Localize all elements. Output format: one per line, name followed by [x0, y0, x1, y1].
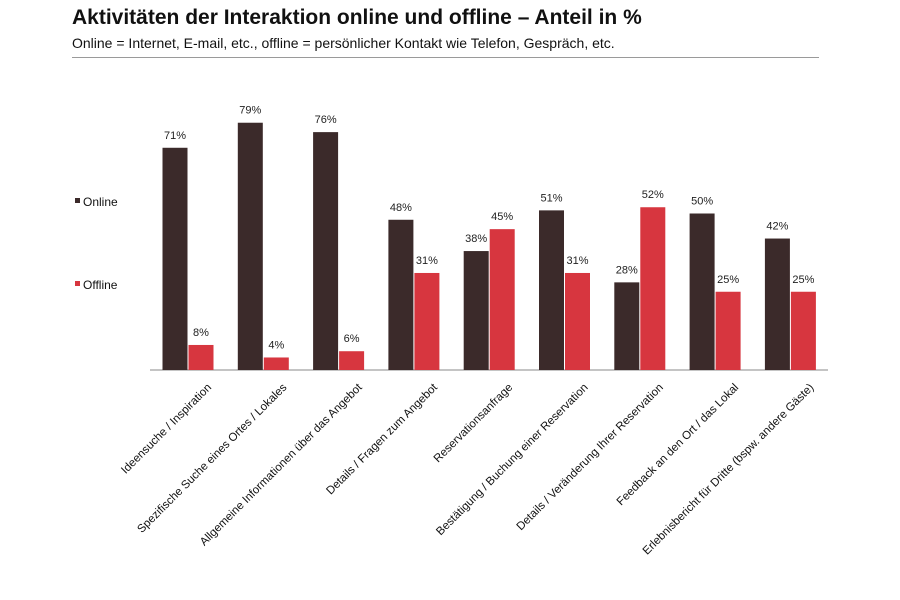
category-label: Bestätigung / Buchung einer Reservation [434, 382, 590, 538]
offline-legend-label: Offline [83, 278, 118, 292]
offline-legend-swatch [75, 281, 80, 286]
category-label: Feedback an den Ort / das Lokal [615, 382, 741, 508]
offline-value-label: 8% [193, 327, 209, 339]
online-value-label: 28% [616, 264, 638, 276]
online-bar [237, 122, 263, 370]
online-value-label: 42% [766, 221, 788, 233]
offline-value-label: 45% [491, 211, 513, 223]
offline-bar [489, 229, 515, 370]
online-value-label: 50% [691, 196, 713, 208]
offline-value-label: 31% [416, 255, 438, 267]
offline-bar [188, 344, 214, 370]
online-value-label: 79% [239, 105, 261, 117]
offline-value-label: 31% [566, 255, 588, 267]
online-legend-label: Online [83, 195, 118, 209]
offline-bar [565, 272, 590, 370]
category-label: Details / Veränderung Ihrer Reservation [515, 382, 666, 533]
offline-bar [715, 291, 741, 370]
category-label: Allgemeine Informationen über das Angebo… [198, 381, 365, 548]
offline-value-label: 6% [344, 333, 360, 345]
online-value-label: 38% [465, 233, 487, 245]
offline-bar [790, 291, 816, 370]
offline-bar [414, 272, 440, 370]
title-divider [72, 57, 819, 58]
offline-value-label: 52% [642, 189, 664, 201]
online-value-label: 71% [164, 130, 186, 142]
category-label: Erlebnisbericht für Dritte (bspw. andere… [641, 382, 817, 558]
chart-title: Aktivitäten der Interaktion online und o… [72, 6, 642, 29]
online-value-label: 76% [315, 114, 337, 126]
category-label: Spezifische Suche eines Ortes / Lokales [135, 381, 289, 535]
online-value-label: 48% [390, 202, 412, 214]
online-bar [614, 282, 640, 370]
online-legend-swatch [75, 198, 80, 203]
offline-bar [640, 207, 666, 370]
online-value-label: 51% [540, 192, 562, 204]
offline-value-label: 25% [792, 274, 814, 286]
online-bar [313, 132, 339, 370]
legend: Online Offline [75, 195, 118, 292]
offline-value-label: 25% [717, 274, 739, 286]
online-bar [388, 219, 414, 370]
online-bar [162, 147, 188, 370]
category-label: Reservationsanfrage [432, 382, 516, 466]
offline-value-label: 4% [268, 339, 284, 351]
online-bar [463, 251, 489, 370]
bars-group: 71%8%Ideensuche / Inspiration79%4%Spezif… [119, 105, 816, 558]
offline-bar [263, 357, 289, 370]
chart-subtitle: Online = Internet, E-mail, etc., offline… [72, 35, 615, 51]
online-bar [764, 238, 790, 370]
online-bar [689, 213, 715, 370]
offline-bar [339, 351, 365, 370]
online-bar [539, 210, 564, 370]
